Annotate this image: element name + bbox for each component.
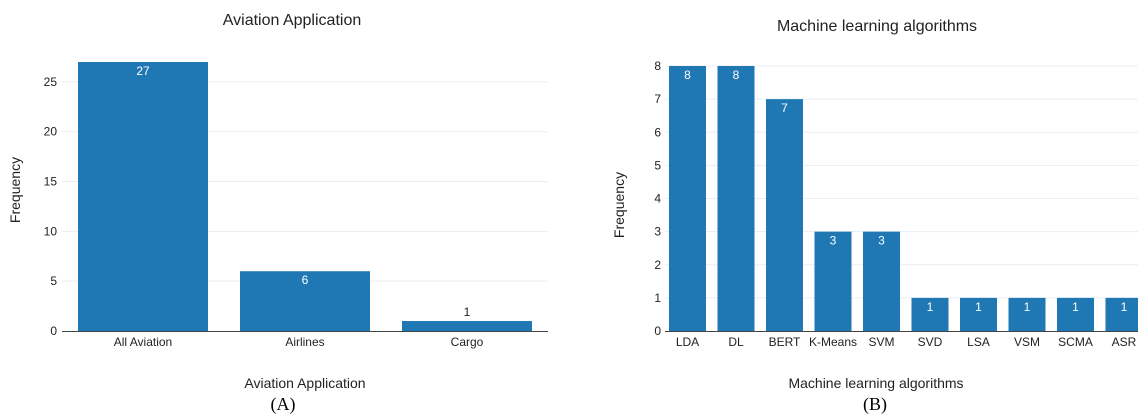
x-axis-title: Machine learning algorithms: [788, 375, 963, 391]
x-tick-label: VSM: [1014, 335, 1040, 349]
x-tick-label: LSA: [967, 335, 990, 349]
data-label: 6: [302, 273, 309, 287]
data-label: 1: [1072, 300, 1079, 314]
bars: [78, 62, 532, 331]
x-tick-label: All Aviation: [114, 335, 172, 349]
bar: [1105, 297, 1138, 331]
chart-title: Machine learning algorithms: [777, 18, 977, 35]
x-tick-label: DL: [728, 335, 744, 349]
data-labels: 27 6 1: [136, 64, 470, 319]
data-label: 27: [136, 64, 150, 78]
y-tick-label: 0: [50, 324, 57, 338]
bar: [1008, 297, 1046, 331]
data-label: 1: [975, 300, 982, 314]
y-tick-label: 20: [44, 125, 58, 139]
bars: [669, 66, 1138, 331]
bar: [240, 271, 370, 331]
x-tick-label: ASR: [1112, 335, 1137, 349]
y-axis-title: Frequency: [611, 172, 627, 238]
figure-caption: (B): [863, 394, 887, 415]
y-tick-label: 3: [654, 225, 661, 239]
x-axis-ticks: LDA DL BERT K-Means SVM SVD LSA VSM SCMA ASR: [676, 335, 1137, 349]
y-tick-label: 25: [44, 75, 58, 89]
data-label: 7: [781, 101, 788, 115]
x-tick-label: K-Means: [809, 335, 857, 349]
x-tick-label: SVM: [868, 335, 894, 349]
bar: [717, 66, 755, 331]
bar: [960, 297, 997, 331]
x-axis-title: Aviation Application: [244, 375, 365, 391]
chart-title: Aviation Application: [223, 12, 361, 29]
bar: [669, 66, 706, 331]
x-tick-label: Cargo: [451, 335, 484, 349]
y-tick-label: 8: [654, 59, 661, 73]
x-tick-label: LDA: [676, 335, 699, 349]
chart-aviation-application: Aviation Application Frequency Aviation …: [7, 12, 548, 415]
y-tick-label: 7: [654, 92, 661, 106]
data-label: 3: [878, 234, 885, 248]
y-tick-label: 0: [654, 324, 661, 338]
data-label: 1: [927, 300, 934, 314]
y-tick-label: 5: [654, 158, 661, 172]
y-tick-label: 5: [50, 274, 57, 288]
x-tick-label: BERT: [769, 335, 801, 349]
data-label: 3: [830, 234, 837, 248]
figure-caption: (A): [271, 394, 296, 415]
y-tick-label: 6: [654, 125, 661, 139]
data-label: 1: [1024, 300, 1031, 314]
bar: [911, 297, 949, 331]
x-axis-ticks: All Aviation Airlines Cargo: [114, 335, 484, 349]
y-tick-label: 4: [654, 192, 661, 206]
bar: [766, 99, 803, 331]
data-label: 1: [464, 305, 471, 319]
bar: [78, 62, 208, 331]
data-label: 8: [733, 68, 740, 82]
x-tick-label: SCMA: [1058, 335, 1093, 349]
y-tick-label: 1: [654, 291, 661, 305]
y-tick-label: 2: [654, 258, 661, 272]
data-labels: 8 8 7 3 3 1 1 1 1 1: [684, 68, 1128, 314]
bar: [1057, 297, 1094, 331]
bar: [814, 231, 852, 331]
bar: [402, 321, 532, 331]
chart-machine-learning-algorithms: Machine learning algorithms Frequency Ma…: [611, 18, 1138, 415]
data-label: 1: [1121, 300, 1128, 314]
x-tick-label: SVD: [918, 335, 943, 349]
y-axis-ticks: 0 5 10 15 20 25: [44, 75, 58, 338]
y-tick-label: 15: [44, 175, 58, 189]
y-axis-ticks: 0 1 2 3 4 5 6 7 8: [654, 59, 661, 338]
data-label: 8: [684, 68, 691, 82]
y-tick-label: 10: [44, 224, 58, 238]
x-tick-label: Airlines: [285, 335, 324, 349]
bar: [863, 231, 900, 331]
y-axis-title: Frequency: [7, 157, 23, 223]
